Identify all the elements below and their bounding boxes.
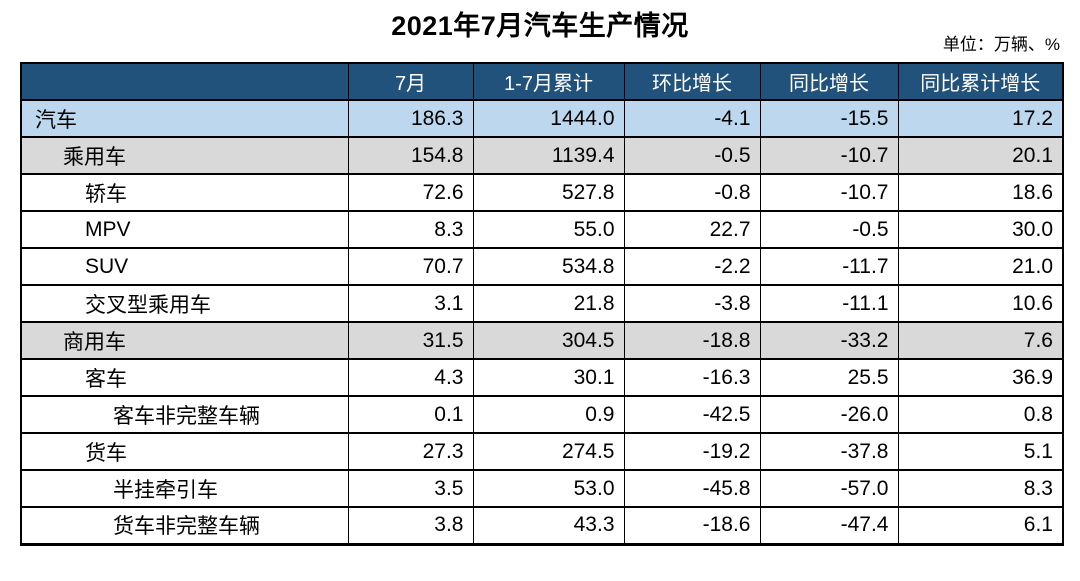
table-row-trucks: 货车 27.3 274.5 -19.2 -37.8 5.1 xyxy=(20,432,1064,471)
cell-july: 27.3 xyxy=(347,432,474,471)
cell-july: 3.1 xyxy=(347,284,474,323)
cell-yoy-cumulative: 20.1 xyxy=(897,136,1064,175)
cell-yoy-cumulative: 21.0 xyxy=(897,247,1064,286)
cell-yoy: 25.5 xyxy=(759,358,899,397)
table-row-passenger-vehicles: 乘用车 154.8 1139.4 -0.5 -10.7 20.1 xyxy=(20,136,1064,175)
cell-mom: -42.5 xyxy=(623,395,761,434)
table-row-autos: 汽车 186.3 1444.0 -4.1 -15.5 17.2 xyxy=(20,99,1064,138)
cell-mom: -3.8 xyxy=(623,284,761,323)
cell-cumulative: 21.8 xyxy=(472,284,625,323)
cell-july: 4.3 xyxy=(347,358,474,397)
cell-yoy-cumulative: 17.2 xyxy=(897,99,1064,138)
corner-header-cell xyxy=(20,62,349,101)
cell-july: 31.5 xyxy=(347,321,474,360)
table-row-crossover-passenger: 交叉型乘用车 3.1 21.8 -3.8 -11.1 10.6 xyxy=(20,284,1064,323)
column-header-yoy-growth: 同比增长 xyxy=(759,62,899,101)
cell-mom: -0.8 xyxy=(623,173,761,212)
row-label: SUV xyxy=(20,247,349,286)
cell-yoy: -15.5 xyxy=(759,99,899,138)
cell-yoy: -47.4 xyxy=(759,506,899,545)
cell-mom: -4.1 xyxy=(623,99,761,138)
cell-cumulative: 527.8 xyxy=(472,173,625,212)
row-label: 货车非完整车辆 xyxy=(20,506,349,545)
cell-mom: -45.8 xyxy=(623,469,761,508)
cell-july: 0.1 xyxy=(347,395,474,434)
table-row-sedans: 轿车 72.6 527.8 -0.8 -10.7 18.6 xyxy=(20,173,1064,212)
cell-cumulative: 274.5 xyxy=(472,432,625,471)
column-header-yoy-cumulative-growth: 同比累计增长 xyxy=(897,62,1064,101)
cell-cumulative: 1444.0 xyxy=(472,99,625,138)
cell-yoy: -0.5 xyxy=(759,210,899,249)
cell-mom: -18.6 xyxy=(623,506,761,545)
column-header-mom-growth: 环比增长 xyxy=(623,62,761,101)
row-label: 半挂牵引车 xyxy=(20,469,349,508)
cell-cumulative: 0.9 xyxy=(472,395,625,434)
table-row-mpv: MPV 8.3 55.0 22.7 -0.5 30.0 xyxy=(20,210,1064,249)
cell-yoy-cumulative: 30.0 xyxy=(897,210,1064,249)
cell-mom: -2.2 xyxy=(623,247,761,286)
cell-mom: 22.7 xyxy=(623,210,761,249)
table-row-commercial-vehicles: 商用车 31.5 304.5 -18.8 -33.2 7.6 xyxy=(20,321,1064,360)
cell-yoy: -10.7 xyxy=(759,136,899,175)
cell-yoy: -10.7 xyxy=(759,173,899,212)
row-label: 货车 xyxy=(20,432,349,471)
cell-yoy-cumulative: 5.1 xyxy=(897,432,1064,471)
row-label: 轿车 xyxy=(20,173,349,212)
table-row-incomplete-trucks: 货车非完整车辆 3.8 43.3 -18.6 -47.4 6.1 xyxy=(20,506,1064,545)
header-row: 7月 1-7月累计 环比增长 同比增长 同比累计增长 xyxy=(20,62,1064,101)
cell-yoy-cumulative: 18.6 xyxy=(897,173,1064,212)
column-header-jan-jul-cumulative: 1-7月累计 xyxy=(472,62,625,101)
production-table: 7月 1-7月累计 环比增长 同比增长 同比累计增长 汽车 186.3 1444… xyxy=(20,62,1064,546)
table-row-suv: SUV 70.7 534.8 -2.2 -11.7 21.0 xyxy=(20,247,1064,286)
row-label: 客车非完整车辆 xyxy=(20,395,349,434)
cell-july: 186.3 xyxy=(347,99,474,138)
cell-mom: -18.8 xyxy=(623,321,761,360)
cell-yoy: -26.0 xyxy=(759,395,899,434)
cell-yoy-cumulative: 0.8 xyxy=(897,395,1064,434)
cell-cumulative: 53.0 xyxy=(472,469,625,508)
unit-note: 单位：万辆、% xyxy=(942,35,1060,54)
row-label: MPV xyxy=(20,210,349,249)
cell-yoy: -11.7 xyxy=(759,247,899,286)
cell-yoy-cumulative: 36.9 xyxy=(897,358,1064,397)
cell-july: 70.7 xyxy=(347,247,474,286)
cell-mom: -0.5 xyxy=(623,136,761,175)
cell-july: 72.6 xyxy=(347,173,474,212)
cell-cumulative: 55.0 xyxy=(472,210,625,249)
row-label: 商用车 xyxy=(20,321,349,360)
cell-july: 8.3 xyxy=(347,210,474,249)
cell-cumulative: 30.1 xyxy=(472,358,625,397)
cell-july: 154.8 xyxy=(347,136,474,175)
cell-cumulative: 43.3 xyxy=(472,506,625,545)
cell-yoy-cumulative: 7.6 xyxy=(897,321,1064,360)
row-label: 交叉型乘用车 xyxy=(20,284,349,323)
cell-yoy: -11.1 xyxy=(759,284,899,323)
column-header-july: 7月 xyxy=(347,62,474,101)
table-row-incomplete-buses: 客车非完整车辆 0.1 0.9 -42.5 -26.0 0.8 xyxy=(20,395,1064,434)
cell-cumulative: 1139.4 xyxy=(472,136,625,175)
row-label: 客车 xyxy=(20,358,349,397)
cell-yoy-cumulative: 8.3 xyxy=(897,469,1064,508)
table-row-semi-trailer-tractors: 半挂牵引车 3.5 53.0 -45.8 -57.0 8.3 xyxy=(20,469,1064,508)
cell-mom: -16.3 xyxy=(623,358,761,397)
cell-yoy-cumulative: 10.6 xyxy=(897,284,1064,323)
cell-cumulative: 304.5 xyxy=(472,321,625,360)
cell-july: 3.5 xyxy=(347,469,474,508)
cell-cumulative: 534.8 xyxy=(472,247,625,286)
cell-yoy: -57.0 xyxy=(759,469,899,508)
row-label: 乘用车 xyxy=(20,136,349,175)
cell-mom: -19.2 xyxy=(623,432,761,471)
cell-yoy: -33.2 xyxy=(759,321,899,360)
cell-yoy-cumulative: 6.1 xyxy=(897,506,1064,545)
table-row-buses: 客车 4.3 30.1 -16.3 25.5 36.9 xyxy=(20,358,1064,397)
page-title: 2021年7月汽车生产情况 xyxy=(391,11,689,41)
row-label: 汽车 xyxy=(20,99,349,138)
cell-july: 3.8 xyxy=(347,506,474,545)
cell-yoy: -37.8 xyxy=(759,432,899,471)
